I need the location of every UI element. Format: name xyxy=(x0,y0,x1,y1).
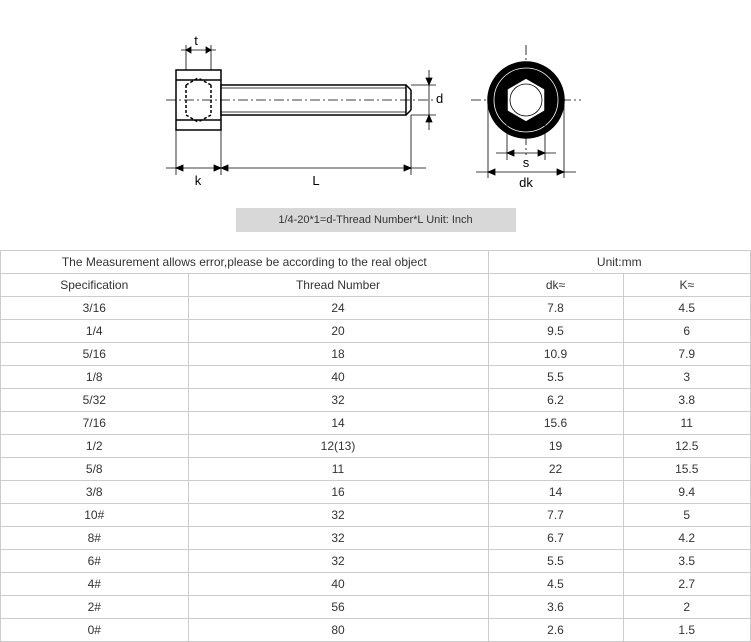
table-cell: 9.5 xyxy=(488,320,623,343)
dim-label-k: k xyxy=(194,173,201,188)
table-cell: 5.5 xyxy=(488,366,623,389)
bolt-diagram-svg: t d k L xyxy=(126,10,626,200)
table-cell: 6.7 xyxy=(488,527,623,550)
table-cell: 5/32 xyxy=(1,389,189,412)
table-cell: 6.2 xyxy=(488,389,623,412)
table-cell: 19 xyxy=(488,435,623,458)
table-cell: 7.9 xyxy=(623,343,751,366)
table-cell: 40 xyxy=(188,573,488,596)
table-cell: 6 xyxy=(623,320,751,343)
table-cell: 16 xyxy=(188,481,488,504)
table-row: 4#404.52.7 xyxy=(1,573,751,596)
table-cell: 56 xyxy=(188,596,488,619)
table-row: 0#802.61.5 xyxy=(1,619,751,642)
table-row: 5/8112215.5 xyxy=(1,458,751,481)
table-note: The Measurement allows error,please be a… xyxy=(1,251,489,274)
dim-label-s: s xyxy=(522,155,529,170)
table-unit: Unit:mm xyxy=(488,251,751,274)
table-cell: 1/4 xyxy=(1,320,189,343)
table-cell: 10.9 xyxy=(488,343,623,366)
table-cell: 4# xyxy=(1,573,189,596)
spec-table: The Measurement allows error,please be a… xyxy=(0,250,751,642)
table-cell: 14 xyxy=(488,481,623,504)
table-cell: 15.6 xyxy=(488,412,623,435)
table-row: 1/212(13)1912.5 xyxy=(1,435,751,458)
table-cell: 5.5 xyxy=(488,550,623,573)
table-row: 3/16247.84.5 xyxy=(1,297,751,320)
table-cell: 7/16 xyxy=(1,412,189,435)
table-cell: 1/2 xyxy=(1,435,189,458)
table-row: 10#327.75 xyxy=(1,504,751,527)
table-cell: 2.6 xyxy=(488,619,623,642)
table-cell: 2 xyxy=(623,596,751,619)
table-cell: 80 xyxy=(188,619,488,642)
table-cell: 3 xyxy=(623,366,751,389)
table-cell: 32 xyxy=(188,389,488,412)
table-cell: 11 xyxy=(623,412,751,435)
col-dk: dk≈ xyxy=(488,274,623,297)
table-cell: 7.8 xyxy=(488,297,623,320)
dim-label-d: d xyxy=(436,91,443,106)
dim-label-dk: dk xyxy=(519,175,533,190)
table-cell: 6# xyxy=(1,550,189,573)
table-cell: 12(13) xyxy=(188,435,488,458)
table-cell: 15.5 xyxy=(623,458,751,481)
table-cell: 3/8 xyxy=(1,481,189,504)
table-cell: 14 xyxy=(188,412,488,435)
table-cell: 5 xyxy=(623,504,751,527)
table-cell: 8# xyxy=(1,527,189,550)
table-cell: 11 xyxy=(188,458,488,481)
table-cell: 40 xyxy=(188,366,488,389)
table-row: 1/4209.56 xyxy=(1,320,751,343)
table-cell: 1.5 xyxy=(623,619,751,642)
table-row: 5/32326.23.8 xyxy=(1,389,751,412)
col-thread: Thread Number xyxy=(188,274,488,297)
dim-label-L: L xyxy=(312,173,319,188)
table-cell: 3.6 xyxy=(488,596,623,619)
table-cell: 3.5 xyxy=(623,550,751,573)
table-cell: 32 xyxy=(188,550,488,573)
table-cell: 2# xyxy=(1,596,189,619)
table-header-row: Specification Thread Number dk≈ K≈ xyxy=(1,274,751,297)
table-row: 2#563.62 xyxy=(1,596,751,619)
table-cell: 4.5 xyxy=(488,573,623,596)
table-cell: 20 xyxy=(188,320,488,343)
table-cell: 12.5 xyxy=(623,435,751,458)
table-cell: 4.2 xyxy=(623,527,751,550)
table-cell: 2.7 xyxy=(623,573,751,596)
table-cell: 24 xyxy=(188,297,488,320)
table-cell: 3.8 xyxy=(623,389,751,412)
table-row: 1/8405.53 xyxy=(1,366,751,389)
table-cell: 32 xyxy=(188,504,488,527)
table-cell: 9.4 xyxy=(623,481,751,504)
table-row: 3/816149.4 xyxy=(1,481,751,504)
table-cell: 7.7 xyxy=(488,504,623,527)
formula-bar: 1/4-20*1=d-Thread Number*L Unit: Inch xyxy=(236,208,516,232)
table-cell: 18 xyxy=(188,343,488,366)
table-row: 5/161810.97.9 xyxy=(1,343,751,366)
table-row: 7/161415.611 xyxy=(1,412,751,435)
table-cell: 32 xyxy=(188,527,488,550)
table-row: 6#325.53.5 xyxy=(1,550,751,573)
table-cell: 5/8 xyxy=(1,458,189,481)
table-cell: 0# xyxy=(1,619,189,642)
technical-diagram: t d k L xyxy=(0,0,751,200)
table-cell: 1/8 xyxy=(1,366,189,389)
table-cell: 3/16 xyxy=(1,297,189,320)
table-cell: 5/16 xyxy=(1,343,189,366)
table-cell: 22 xyxy=(488,458,623,481)
col-k: K≈ xyxy=(623,274,751,297)
table-cell: 10# xyxy=(1,504,189,527)
dim-label-t: t xyxy=(194,33,198,48)
table-cell: 4.5 xyxy=(623,297,751,320)
table-note-row: The Measurement allows error,please be a… xyxy=(1,251,751,274)
table-row: 8#326.74.2 xyxy=(1,527,751,550)
col-spec: Specification xyxy=(1,274,189,297)
